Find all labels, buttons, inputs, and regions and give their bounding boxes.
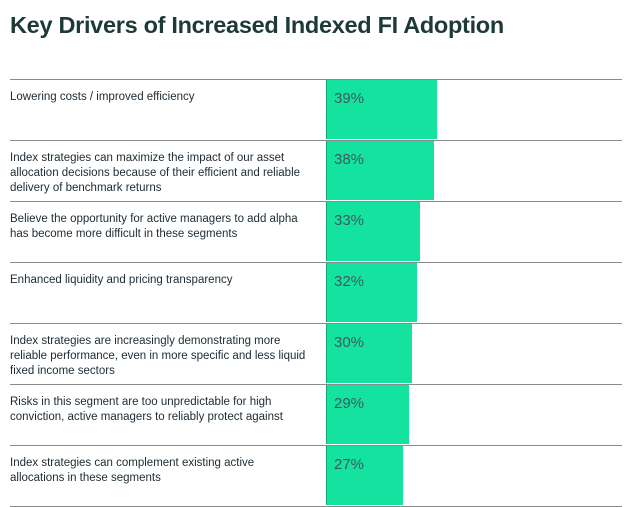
bar-row: Index strategies can complement existing…	[10, 445, 622, 505]
bar	[326, 324, 412, 383]
category-label: Believe the opportunity for active manag…	[10, 213, 298, 240]
bar-row: Index strategies are increasingly demons…	[10, 323, 622, 383]
bar	[326, 141, 435, 200]
bar	[326, 446, 403, 505]
bar	[326, 80, 438, 139]
value-label: 38%	[334, 151, 365, 168]
bar-row: Enhanced liquidity and pricing transpare…	[10, 262, 622, 322]
value-label: 32%	[334, 273, 365, 290]
bar-row: Believe the opportunity for active manag…	[10, 201, 622, 261]
category-label: Risks in this segment are too unpredicta…	[10, 396, 283, 423]
category-label: Index strategies can complement existing…	[10, 457, 255, 484]
bar	[326, 263, 418, 322]
chart-title: Key Drivers of Increased Indexed FI Adop…	[10, 12, 504, 38]
category-label: Index strategies can maximize the impact…	[10, 152, 301, 194]
bar	[326, 202, 421, 261]
value-label: 30%	[334, 334, 365, 351]
value-label: 39%	[334, 90, 365, 107]
bar	[326, 385, 409, 444]
value-label: 29%	[334, 395, 365, 412]
category-label: Enhanced liquidity and pricing transpare…	[10, 274, 233, 286]
value-label: 33%	[334, 212, 365, 229]
bar-row: Lowering costs / improved efficiency 39%	[10, 79, 622, 139]
value-label: 27%	[334, 456, 365, 473]
bar-row: Index strategies can maximize the impact…	[10, 140, 622, 200]
category-label: Lowering costs / improved efficiency	[10, 91, 195, 103]
bar-row: Risks in this segment are too unpredicta…	[10, 384, 622, 444]
category-label: Index strategies are increasingly demons…	[10, 335, 306, 377]
